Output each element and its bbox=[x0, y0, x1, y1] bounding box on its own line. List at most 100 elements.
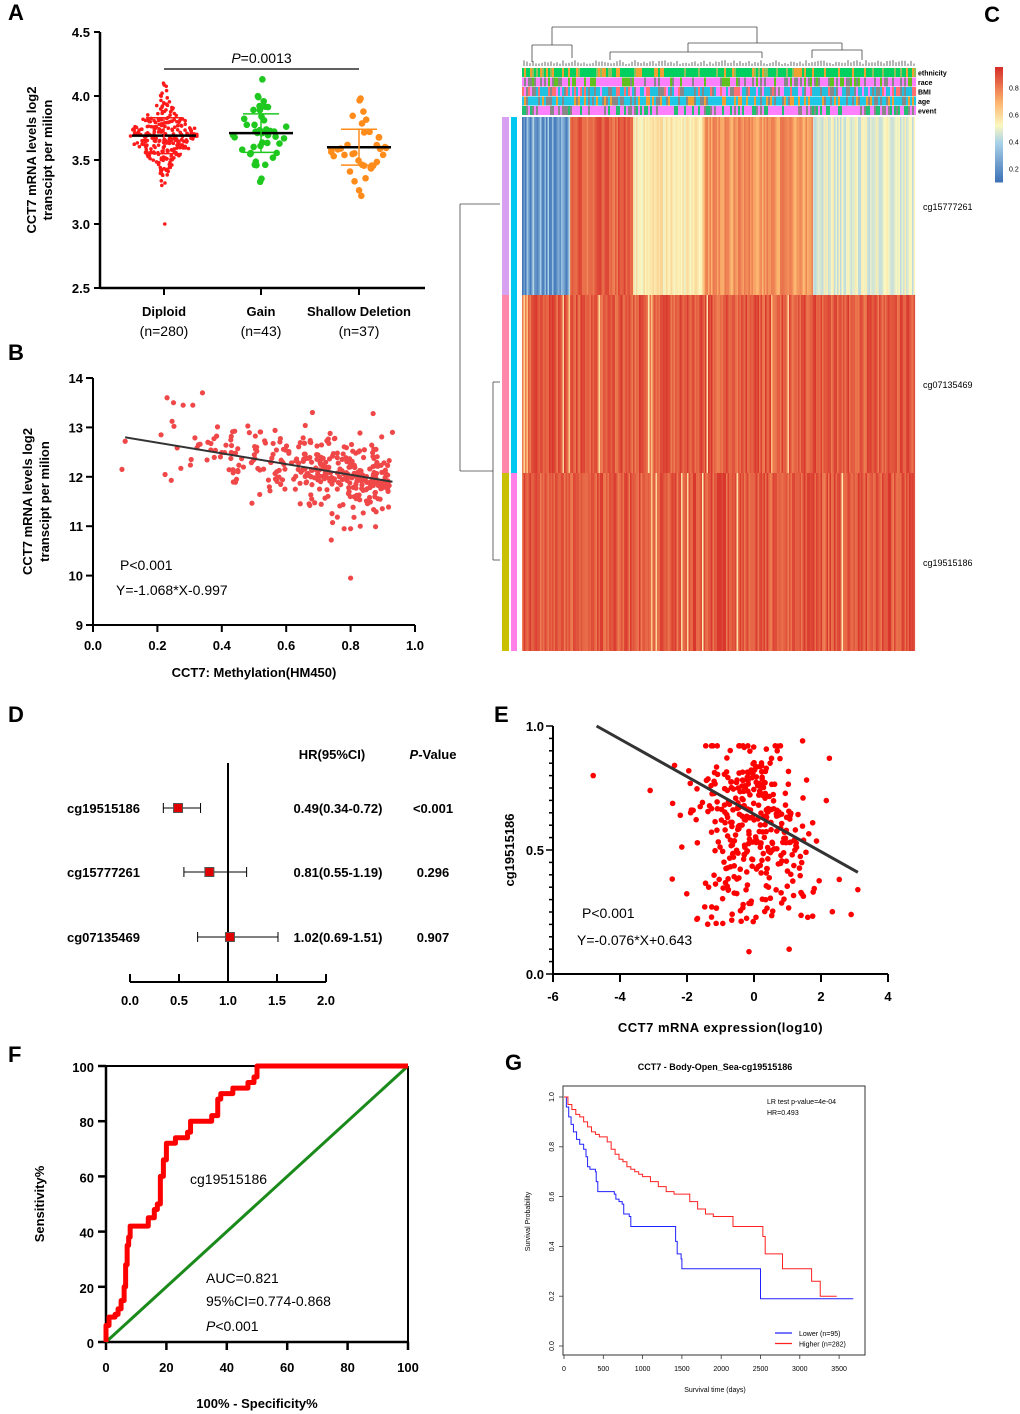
data-point bbox=[260, 117, 268, 124]
data-point bbox=[251, 121, 258, 129]
data-point bbox=[232, 428, 238, 434]
heatmap-cell bbox=[577, 473, 580, 651]
annotation-cell bbox=[604, 68, 607, 77]
data-point bbox=[730, 786, 737, 792]
annotation-cell bbox=[914, 77, 917, 87]
heatmap-cell bbox=[640, 117, 643, 295]
annotation-cell bbox=[738, 77, 741, 87]
data-point bbox=[302, 422, 308, 429]
heatmap-cell bbox=[618, 117, 620, 295]
heatmap-cell bbox=[546, 473, 548, 651]
annotation-cell bbox=[556, 96, 559, 106]
annotation-cell bbox=[738, 96, 741, 106]
annotation-cell bbox=[802, 96, 805, 106]
annotation-cell bbox=[708, 68, 711, 77]
annotation-cell bbox=[700, 96, 703, 106]
heatmap-cell bbox=[670, 295, 673, 473]
heatmap-cell bbox=[909, 473, 911, 651]
x-tick-label: 0.0 bbox=[84, 638, 102, 653]
annotation-cell bbox=[820, 87, 823, 96]
heatmap-cell bbox=[705, 473, 707, 651]
annotation-cell bbox=[632, 106, 635, 115]
annotation-cell bbox=[784, 96, 787, 106]
heatmap-cell bbox=[612, 473, 614, 651]
panel-label-d: D bbox=[8, 702, 24, 727]
heatmap-cell bbox=[688, 295, 691, 473]
annotation-cell bbox=[776, 96, 779, 106]
heatmap-cell bbox=[750, 295, 752, 473]
colorbar-segment bbox=[995, 70, 1003, 74]
data-point bbox=[747, 748, 753, 754]
annotation-cell bbox=[530, 77, 533, 87]
annotation-cell bbox=[522, 68, 525, 77]
data-point bbox=[175, 123, 180, 128]
heatmap-cell bbox=[708, 295, 710, 473]
heatmap-cell bbox=[552, 295, 554, 473]
data-point bbox=[763, 870, 770, 876]
annotation-cell bbox=[780, 106, 783, 115]
annotation-cell bbox=[572, 96, 575, 106]
heatmap-cell bbox=[873, 117, 875, 295]
annotation-cell bbox=[540, 96, 543, 106]
heatmap-cell bbox=[543, 117, 545, 295]
heatmap-cell bbox=[558, 473, 560, 651]
annotation-cell bbox=[572, 87, 575, 96]
data-point bbox=[782, 802, 789, 808]
heatmap-cell bbox=[724, 473, 727, 651]
heatmap-cell bbox=[801, 117, 803, 295]
heatmap-cell bbox=[718, 295, 721, 473]
data-point bbox=[159, 179, 164, 183]
heatmap-cell bbox=[558, 117, 560, 295]
category-n-label: (n=280) bbox=[140, 323, 189, 339]
data-point bbox=[773, 828, 780, 834]
annotation-cell bbox=[650, 77, 653, 87]
annotation-cell bbox=[860, 87, 863, 96]
data-point bbox=[728, 917, 735, 923]
annotation-cell bbox=[626, 106, 629, 115]
data-point bbox=[259, 76, 266, 83]
annotation-cell bbox=[884, 68, 887, 77]
heatmap-cell bbox=[691, 295, 694, 473]
heatmap-cell bbox=[867, 473, 869, 651]
annotation-cell bbox=[638, 106, 641, 115]
data-point bbox=[756, 792, 762, 798]
annotation-cell bbox=[610, 96, 613, 106]
annotation-cell bbox=[758, 68, 761, 77]
data-point bbox=[208, 440, 214, 447]
annotation-cell bbox=[682, 68, 685, 77]
annotation-cell bbox=[826, 68, 829, 77]
heatmap-cell bbox=[880, 117, 883, 295]
y-axis-label: cg19515186 bbox=[502, 813, 517, 886]
heatmap-cell bbox=[756, 295, 758, 473]
data-point bbox=[272, 133, 279, 141]
heatmap-cell bbox=[589, 117, 592, 295]
heatmap-cell bbox=[873, 295, 875, 473]
annotation-cell bbox=[538, 87, 541, 96]
annotation-cell bbox=[640, 96, 643, 106]
data-point bbox=[789, 878, 796, 884]
annotation-cell bbox=[886, 87, 889, 96]
heatmap-cell bbox=[675, 117, 677, 295]
data-point bbox=[354, 492, 360, 498]
heatmap-cell bbox=[586, 295, 589, 473]
annotation-cell bbox=[822, 87, 825, 96]
annotation-cell bbox=[814, 106, 817, 115]
heatmap-cell bbox=[763, 295, 766, 473]
annotation-cell bbox=[834, 77, 837, 87]
annotation-cell bbox=[818, 77, 821, 87]
data-point bbox=[724, 865, 731, 871]
annotation-cell bbox=[596, 106, 599, 115]
heatmap-cell bbox=[685, 473, 688, 651]
heatmap-cell bbox=[882, 295, 884, 473]
heatmap-cell bbox=[604, 117, 607, 295]
annotation-cell bbox=[548, 77, 551, 87]
annotation-cell bbox=[568, 77, 571, 87]
colorbar-segment bbox=[995, 76, 1003, 79]
heatmap-cell bbox=[879, 295, 881, 473]
annotation-cell bbox=[692, 77, 695, 87]
data-point bbox=[590, 772, 596, 779]
annotation-cell bbox=[694, 68, 697, 77]
annotation-cell bbox=[778, 87, 781, 96]
annotation-cell bbox=[882, 68, 885, 77]
annotation-cell bbox=[898, 68, 901, 77]
